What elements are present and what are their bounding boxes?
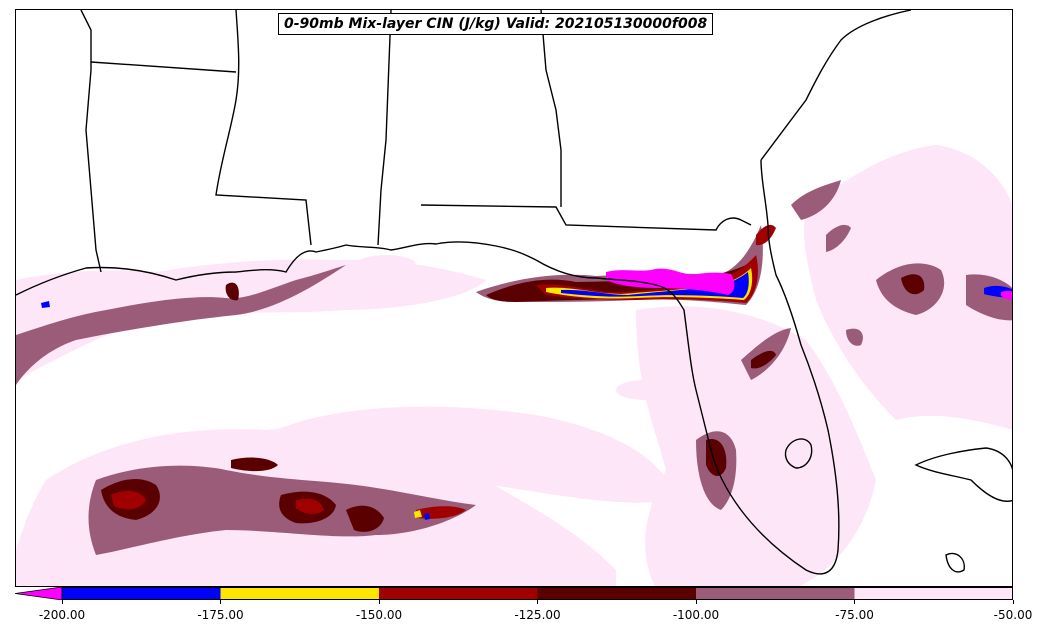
state-line-louisiana-arkansas <box>90 61 237 73</box>
atlantic-coast <box>760 10 912 161</box>
map-title: 0-90mb Mix-layer CIN (J/kg) Valid: 20210… <box>278 13 714 35</box>
lake-okeechobee <box>784 438 813 469</box>
yellow-south-spot <box>414 510 422 518</box>
bahamas-island <box>945 552 965 573</box>
colorbar-bin <box>537 587 696 600</box>
florida-panhandle-coast <box>535 159 840 575</box>
colorbar-bin <box>854 587 1013 600</box>
light-pink-florida <box>636 306 876 586</box>
mauve-atlantic-mid <box>826 224 851 252</box>
cuba-coast <box>914 447 1012 502</box>
colorbar-tick-mark <box>695 600 697 604</box>
red-south-cluster-2 <box>296 498 324 514</box>
map-panel <box>15 9 1013 587</box>
magenta-east <box>1001 290 1012 300</box>
colorbar-bin <box>62 587 221 600</box>
state-line-alabama-florida <box>420 204 752 231</box>
coastlines-and-borders <box>16 10 1012 575</box>
mauve-west-strip <box>16 265 346 385</box>
colorbar-bin <box>220 587 379 600</box>
light-pink-mid-blob-2 <box>616 380 676 400</box>
red-south-cluster-1 <box>111 490 146 510</box>
colorbar-tick-label: -200.00 <box>38 608 86 622</box>
light-pink-mid-blob-1 <box>516 428 596 452</box>
state-line-mississippi-alabama <box>377 10 392 246</box>
maroon-south-cluster-4 <box>231 457 278 472</box>
colorbar-tick-mark <box>378 600 380 604</box>
colorbar-tick-mark <box>1012 600 1014 604</box>
colorbar-tick-mark <box>220 600 221 604</box>
colorbar-bin <box>379 587 538 600</box>
colorbar <box>15 587 1013 600</box>
cin-map <box>16 10 1012 586</box>
blue-west-spot <box>41 301 50 308</box>
colorbar-tick-label: -75.00 <box>835 608 874 622</box>
light-pink-north-blob <box>356 255 416 275</box>
mauve-atlantic-nw <box>791 180 841 220</box>
state-line-texas-louisiana <box>80 10 102 273</box>
colorbar-tick-label: -175.00 <box>197 608 244 622</box>
mauve-east-2 <box>966 274 1012 321</box>
colorbar-extend-min <box>15 587 63 600</box>
colorbar-outline <box>61 587 1013 600</box>
blue-south-spot <box>424 513 430 520</box>
maroon-south-cluster-3 <box>346 505 384 532</box>
colorbar-tick-label: -100.00 <box>672 608 720 622</box>
maroon-east-1 <box>901 274 925 295</box>
colorbar-tick-label: -125.00 <box>514 608 561 622</box>
state-line-alabama-georgia <box>540 10 562 207</box>
mauve-east-small <box>846 328 863 346</box>
colorbar-tick-mark <box>854 600 855 604</box>
colorbar-bin <box>696 587 855 600</box>
colorbar-tick-label: -50.00 <box>993 608 1033 622</box>
red-atlantic <box>756 224 776 246</box>
light-pink-west-coast <box>16 259 486 380</box>
maroon-florida-east <box>751 350 776 369</box>
colorbar-tick-label: -150.00 <box>355 608 403 622</box>
cin-strong-regions <box>41 268 1012 520</box>
gulf-coastline-west <box>16 241 537 296</box>
state-line-mississippi-west <box>215 10 312 246</box>
colorbar-tick-mark <box>537 600 538 604</box>
blue-band <box>561 272 749 298</box>
colorbar-tick-mark <box>61 600 63 604</box>
maroon-west-1 <box>225 282 239 301</box>
magenta-band <box>606 268 735 295</box>
